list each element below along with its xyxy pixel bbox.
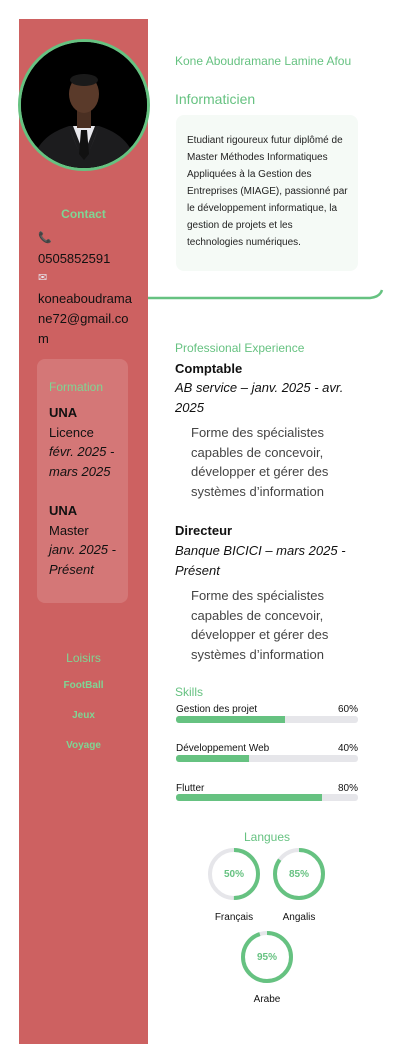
skill-bar-fill [176,716,286,723]
language-ring [273,848,325,900]
languages-title: Langues [243,830,291,844]
skill-name: Flutter [176,783,205,794]
experience-meta: Banque BICICI – mars 2025 - Présent [175,543,346,578]
experience-title: Professional Experience [175,341,305,355]
formation-school: UNA [49,503,78,518]
full-name: Kone Aboudramane Lamine Afou [175,54,352,68]
profile-summary: Etudiant rigoureux futur diplômé de Mast… [176,115,358,271]
skill-percent: 60% [337,704,358,715]
formation-item: UNA Licence févr. 2025 - mars 2025 [49,403,127,481]
email-address[interactable]: koneaboudramane72@gmail.com [38,291,132,346]
skill-bar [176,794,358,801]
skill-bar-fill [176,755,249,762]
skill-percent: 40% [337,743,358,754]
language-name: Arabe [253,994,281,1005]
skill-percent: 80% [337,783,358,794]
formation-card [37,359,128,603]
formation-degree: Licence [49,424,94,440]
skill-bar-fill [176,794,322,801]
experience-description: Forme des spécialistes capables de conce… [191,588,329,662]
contact-title: Contact [61,207,106,221]
skills-title: Skills [175,685,204,699]
language-percent: 85% [288,869,309,880]
experience-description: Forme des spécialistes capables de conce… [191,425,329,499]
loisir-item: Jeux [72,710,95,721]
experience-meta: AB service – janv. 2025 - avr. 2025 [175,380,344,415]
formation-dates: janv. 2025 - Présent [49,542,116,577]
formation-title: Formation [49,380,104,394]
language-name: Angalis [282,912,316,923]
language-percent: 50% [223,869,244,880]
experience-role: Comptable [175,361,243,376]
formation-school: UNA [49,405,78,420]
skill-bar [176,755,358,762]
skill-bar [176,716,358,723]
skill-name: Développement Web [176,743,270,754]
mail-icon: ✉ [38,272,48,284]
language-ring [241,931,293,983]
language-ring [208,848,260,900]
formation-degree: Master [49,522,89,538]
loisir-item: Voyage [66,740,101,751]
profile-photo [18,39,150,171]
divider-curve [148,289,384,300]
experience-role: Directeur [175,523,233,538]
sidebar [19,19,148,1044]
language-percent: 95% [256,952,277,963]
formation-dates: févr. 2025 - mars 2025 [49,444,115,479]
job-title: Informaticien [175,91,256,107]
language-name: Français [214,912,254,923]
phone-number[interactable]: 0505852591 [38,251,111,266]
skill-name: Gestion des projet [176,704,258,715]
loisirs-title: Loisirs [66,651,101,665]
loisir-item: FootBall [63,680,104,691]
phone-icon: 📞 [38,232,52,244]
formation-item: UNA Master janv. 2025 - Présent [49,501,127,579]
